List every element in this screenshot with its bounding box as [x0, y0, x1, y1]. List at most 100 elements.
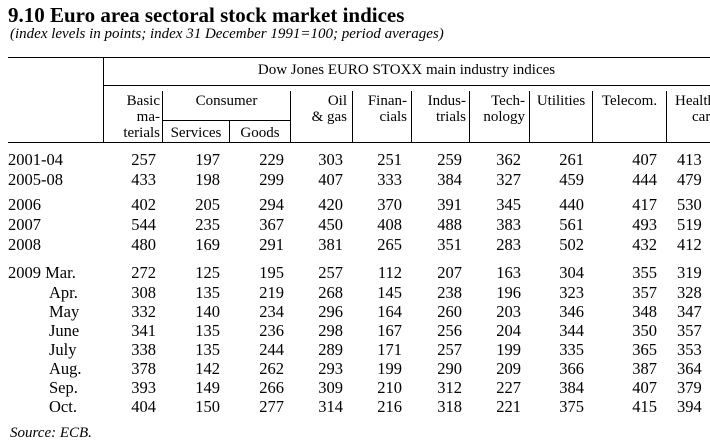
- col-divider-oil: [352, 91, 353, 142]
- header-bottom-rule: [8, 142, 710, 143]
- table-cell: 265: [377, 235, 402, 254]
- row-label: 2009 Mar.: [8, 263, 76, 282]
- row-label: July: [49, 340, 77, 359]
- table-cell: 304: [559, 263, 584, 282]
- table-cell: 196: [496, 283, 521, 302]
- table-cell: 381: [318, 235, 343, 254]
- col-divider-technology: [529, 91, 530, 142]
- table-cell: 407: [632, 150, 657, 169]
- table-cell: 493: [632, 215, 657, 234]
- table-cell: 125: [195, 263, 220, 282]
- table-cell: 367: [259, 215, 284, 234]
- table-cell: 335: [559, 340, 584, 359]
- table-cell: 142: [195, 359, 220, 378]
- table-cell: 260: [437, 302, 462, 321]
- table-cell: 210: [377, 378, 402, 397]
- col-divider-financials: [411, 91, 412, 142]
- table-cell: 319: [677, 263, 702, 282]
- row-label: 2006: [8, 195, 41, 214]
- table-cell: 365: [632, 340, 657, 359]
- table-cell: 195: [259, 263, 284, 282]
- table-cell: 169: [195, 235, 220, 254]
- table-cell: 296: [318, 302, 343, 321]
- col-divider-basic: [162, 91, 163, 142]
- table-cell: 544: [131, 215, 156, 234]
- table-cell: 259: [437, 150, 462, 169]
- table-cell: 198: [195, 170, 220, 189]
- table-cell: 341: [131, 321, 156, 340]
- table-cell: 308: [131, 283, 156, 302]
- table-cell: 332: [131, 302, 156, 321]
- table-cell: 459: [559, 170, 584, 189]
- table-cell: 364: [677, 359, 702, 378]
- row-label: 2007: [8, 215, 41, 234]
- table-cell: 344: [559, 321, 584, 340]
- header-health-2: care: [692, 109, 710, 125]
- table-cell: 440: [559, 195, 584, 214]
- table-cell: 318: [437, 397, 462, 416]
- table-cell: 167: [377, 321, 402, 340]
- header-utilities: Utilities: [536, 93, 586, 109]
- group-header-rule: [103, 85, 710, 86]
- table-cell: 205: [195, 195, 220, 214]
- row-label: May: [49, 302, 80, 321]
- header-financials-1: Finan-: [367, 93, 407, 109]
- table-cell: 203: [496, 302, 521, 321]
- table-cell: 327: [496, 170, 521, 189]
- table-cell: 163: [496, 263, 521, 282]
- table-cell: 209: [496, 359, 521, 378]
- row-label: Apr.: [49, 283, 78, 302]
- table-cell: 257: [437, 340, 462, 359]
- row-label: Aug.: [49, 359, 82, 378]
- row-label: 2005-08: [8, 170, 63, 189]
- table-cell: 347: [677, 302, 702, 321]
- table-cell: 350: [632, 321, 657, 340]
- table-cell: 303: [318, 150, 343, 169]
- table-cell: 370: [377, 195, 402, 214]
- source-note: Source: ECB.: [10, 425, 92, 441]
- table-cell: 433: [131, 170, 156, 189]
- header-oil-2: & gas: [311, 109, 347, 125]
- table-cell: 479: [677, 170, 702, 189]
- table-cell: 502: [559, 235, 584, 254]
- table-cell: 378: [131, 359, 156, 378]
- table-cell: 413: [677, 150, 702, 169]
- header-consumer: Consumer: [195, 93, 258, 109]
- header-industrials-2: trials: [436, 109, 466, 125]
- table-cell: 530: [677, 195, 702, 214]
- table-cell: 355: [632, 263, 657, 282]
- table-cell: 366: [559, 359, 584, 378]
- row-label: June: [49, 321, 80, 340]
- table-cell: 294: [259, 195, 284, 214]
- col-divider-industrials: [469, 91, 470, 142]
- table-cell: 221: [496, 397, 521, 416]
- table-cell: 261: [559, 150, 584, 169]
- table-cell: 227: [496, 378, 521, 397]
- table-cell: 164: [377, 302, 402, 321]
- table-cell: 251: [377, 150, 402, 169]
- col-divider-utilities: [592, 91, 593, 142]
- table-cell: 561: [559, 215, 584, 234]
- table-cell: 268: [318, 283, 343, 302]
- table-cell: 216: [377, 397, 402, 416]
- table-cell: 197: [195, 150, 220, 169]
- table-cell: 171: [377, 340, 402, 359]
- table-cell: 379: [677, 378, 702, 397]
- consumer-subheader-rule: [162, 120, 290, 121]
- header-oil-1: Oil: [327, 93, 347, 109]
- table-cell: 299: [259, 170, 284, 189]
- table-cell: 135: [195, 340, 220, 359]
- table-cell: 387: [632, 359, 657, 378]
- table-cell: 140: [195, 302, 220, 321]
- table-cell: 417: [632, 195, 657, 214]
- table-cell: 312: [437, 378, 462, 397]
- table-cell: 256: [437, 321, 462, 340]
- col-divider-consumer: [290, 91, 291, 142]
- table-cell: 375: [559, 397, 584, 416]
- table-cell: 407: [318, 170, 343, 189]
- table-cell: 145: [377, 283, 402, 302]
- table-cell: 112: [377, 263, 402, 282]
- table-cell: 357: [632, 283, 657, 302]
- col-divider-services: [229, 120, 230, 142]
- table-cell: 351: [437, 235, 462, 254]
